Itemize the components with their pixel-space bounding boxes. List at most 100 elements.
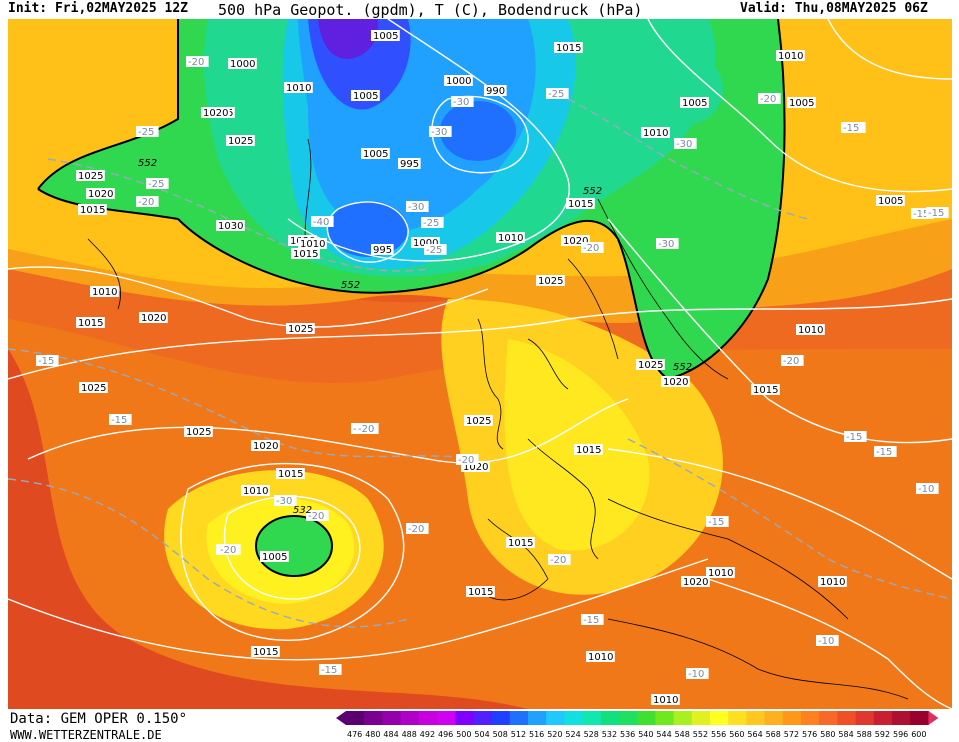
pressure-label-bg	[86, 188, 115, 199]
pressure-label: 1010	[300, 239, 325, 250]
legend-swatch	[364, 711, 383, 725]
legend-swatch	[528, 711, 547, 725]
pressure-label: 1000	[413, 238, 438, 249]
legend-swatch	[509, 711, 529, 725]
pressure-label: 1025	[186, 427, 211, 438]
pressure-label: 1005	[353, 91, 378, 102]
pressure-label: 1015	[568, 199, 593, 210]
temperature-label-bg	[456, 454, 479, 465]
legend-swatch	[546, 711, 565, 725]
temperature-label: -15	[843, 123, 859, 134]
temperature-label-bg	[911, 208, 934, 219]
legend-swatch	[564, 711, 584, 725]
pressure-label-bg	[641, 127, 670, 138]
pressure-label-bg	[586, 651, 615, 662]
pressure-label-bg	[681, 576, 710, 587]
legend-tick-label: 528	[584, 730, 599, 739]
legend-swatch	[892, 711, 911, 725]
legend-swatch	[418, 711, 438, 725]
pressure-label: 1015	[556, 43, 581, 54]
temperature-label: -10	[818, 636, 834, 647]
legend-tick-label: 564	[747, 730, 762, 739]
temperature-label-bg	[421, 217, 444, 228]
legend-tick-label: 496	[438, 730, 453, 739]
legend-swatch	[782, 711, 802, 725]
pressure-label: 1010	[778, 51, 803, 62]
temperature-label-bg	[136, 196, 159, 207]
geopotential-label: 532	[293, 505, 312, 516]
pressure-label: 1025	[228, 136, 253, 147]
legend-tick-label: 516	[529, 730, 544, 739]
temperature-label: -15	[928, 208, 944, 219]
temperature-label-bg	[36, 355, 59, 366]
legend-swatch	[673, 711, 693, 725]
temperature-label: -15	[876, 447, 892, 458]
legend-swatch	[400, 711, 420, 725]
legend-swatch	[600, 711, 620, 725]
temperature-label-bg	[406, 201, 429, 212]
legend-swatch	[455, 711, 474, 725]
temperature-label: -30	[676, 139, 692, 150]
temperature-label-bg	[311, 216, 334, 227]
pressure-label: 1020	[141, 313, 166, 324]
temperature-label: -25	[548, 89, 564, 100]
pressure-label-bg	[536, 275, 565, 286]
temperature-label-bg	[546, 88, 569, 99]
legend-swatch	[873, 711, 893, 725]
temperature-label: -40	[313, 217, 329, 228]
pressure-label-bg	[79, 382, 108, 393]
temperature-label-bg	[841, 122, 864, 133]
pressure-label-bg	[291, 248, 320, 259]
valid-time: Valid: Thu,08MAY2025 06Z	[740, 1, 928, 16]
coastlines	[87, 138, 909, 700]
pressure-label: 1010	[643, 128, 668, 139]
temperature-label-bg	[274, 495, 297, 506]
legend-arrow-right	[928, 711, 939, 725]
pressure-label-bg	[411, 237, 440, 248]
temperature-label: -25	[426, 245, 442, 256]
pressure-label-bg	[251, 440, 280, 451]
color-legend: 476 480 484 488 492 496 500 504 508 512 516 520 524 5…	[336, 711, 939, 739]
temperature-label: -30	[408, 202, 424, 213]
temperature-label-bg	[356, 423, 379, 434]
pressure-label-bg	[276, 468, 305, 479]
temperature-label-bg	[674, 138, 697, 149]
legend-tick-label: 480	[365, 730, 380, 739]
pressure-label: 1000	[230, 59, 255, 70]
legend-swatch	[764, 711, 784, 725]
temperature-label-bg	[429, 126, 452, 137]
pressure-label-bg	[241, 485, 270, 496]
temperature-label: -20	[408, 524, 424, 535]
pressure-label-bg	[706, 567, 735, 578]
pressure-label: 1010	[708, 568, 733, 579]
data-source-text: Data: GEM OPER 0.150°	[10, 711, 188, 727]
legend-swatch	[691, 711, 711, 725]
temperature-label-bg	[548, 554, 571, 565]
geopotential-label: 552	[673, 362, 692, 373]
temperature-label: -20	[583, 243, 599, 254]
pressure-label-bg	[444, 75, 473, 86]
legend-tick-label: 568	[766, 730, 781, 739]
pressure-label-bg	[574, 444, 603, 455]
temperature-label-bg	[916, 483, 939, 494]
pressure-label-bg	[184, 426, 213, 437]
pressure-label-bg	[76, 170, 105, 181]
legend-tick-label: 536	[620, 730, 635, 739]
temperature-label: -10	[688, 669, 704, 680]
temperature-label-bg	[816, 635, 839, 646]
legend-swatch	[801, 711, 820, 725]
legend-swatch	[728, 711, 747, 725]
temperature-label: -30	[276, 496, 292, 507]
pressure-label-bg	[751, 384, 780, 395]
legend-tick-label: 524	[565, 730, 580, 739]
geopotential-label: 552	[138, 158, 157, 169]
pressure-label-bg	[90, 286, 119, 297]
pressure-label: 995	[400, 159, 419, 170]
pressure-label-bg	[371, 30, 400, 41]
pressure-label-bg	[398, 158, 421, 169]
pressure-label-bg	[484, 85, 507, 96]
pressure-label: 1015	[468, 587, 493, 598]
temperature-label: -20	[458, 455, 474, 466]
temperature-label-bg	[424, 244, 447, 255]
pressure-label: 1020	[88, 189, 113, 200]
